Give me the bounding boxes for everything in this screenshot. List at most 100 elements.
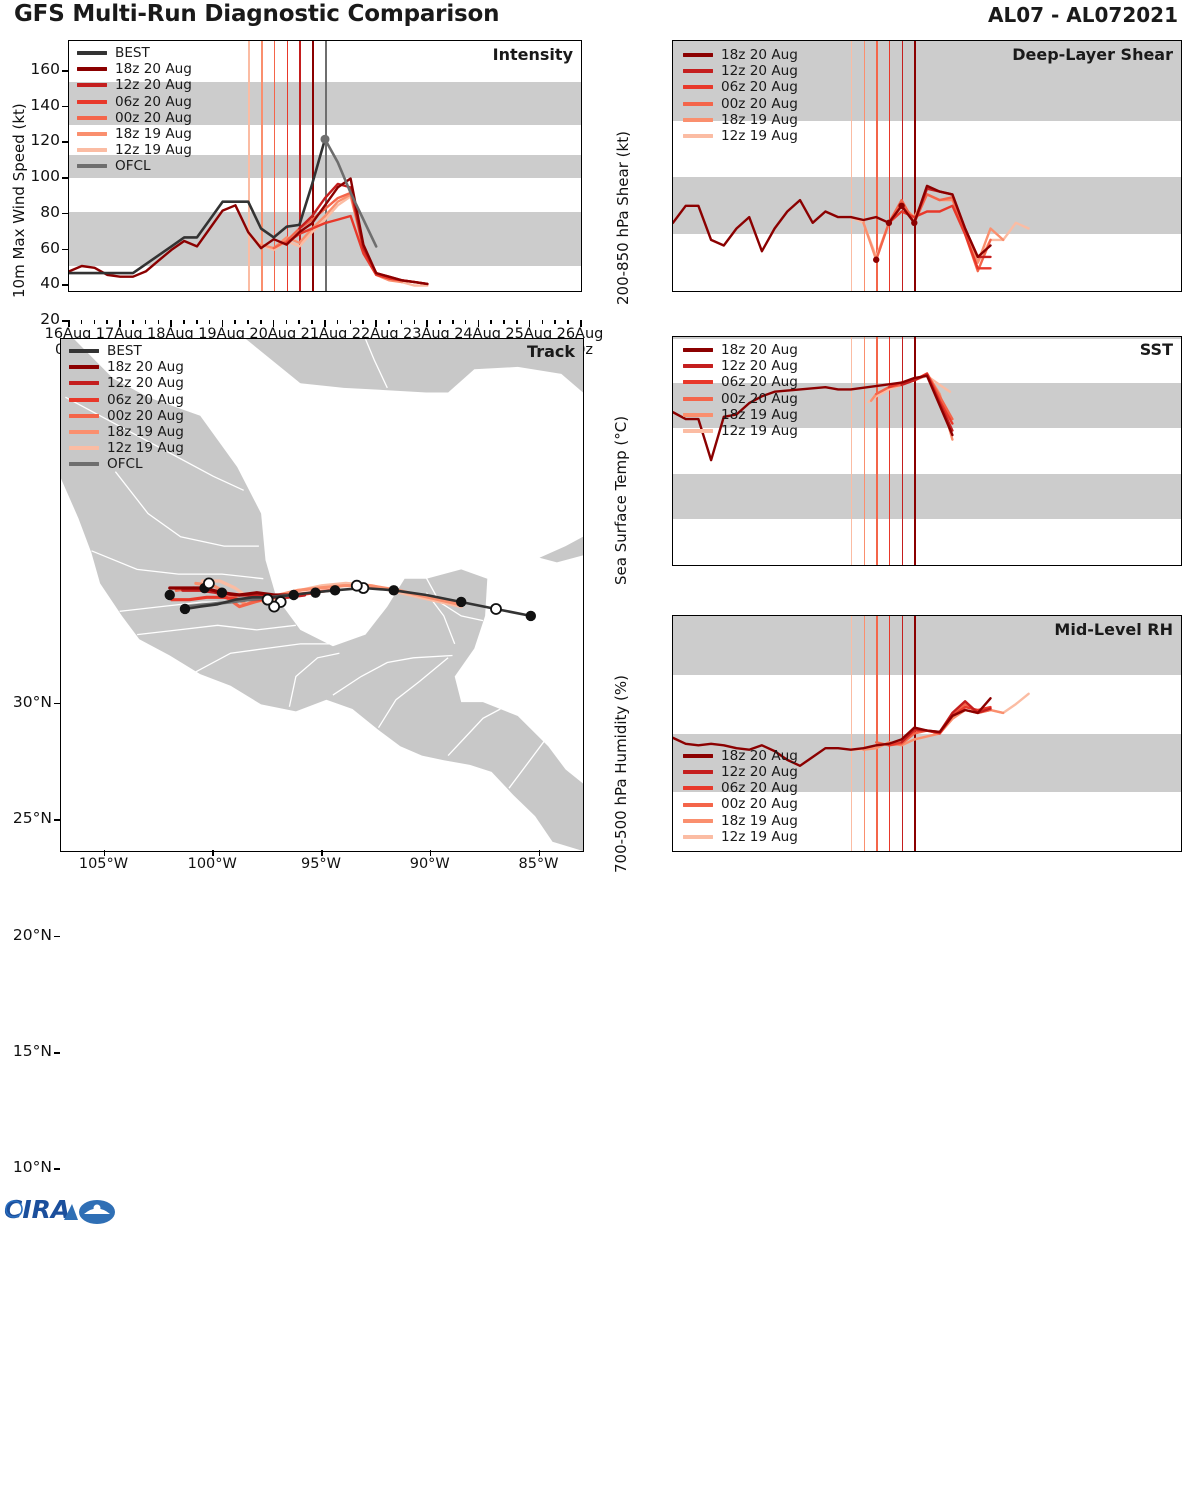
series-line-18z-20-aug (673, 184, 992, 259)
series-line-best (69, 137, 327, 275)
track-marker-filled (456, 596, 467, 608)
x-tick-mark (503, 320, 505, 324)
legend-swatch (77, 99, 107, 104)
legend-item: 18z 19 Aug (683, 813, 798, 829)
series-line-12z-20-aug (900, 373, 954, 432)
run-init-line (850, 616, 853, 851)
track-map-area[interactable]: Track BEST 18z 20 Aug 12z 20 Aug 06z 20 Aug… (60, 338, 584, 852)
figure-header: GFS Multi-Run Diagnostic Comparison AL07… (0, 0, 1200, 30)
border-line (508, 727, 562, 789)
legend-item: 12z 20 Aug (683, 358, 798, 374)
lon-tick-mark (321, 850, 323, 856)
cuba-landmass (539, 536, 583, 563)
x-tick-mark (426, 320, 428, 327)
lon-tick-label: 105°W (78, 856, 129, 872)
run-init-line (863, 41, 866, 291)
lon-tick-label: 90°W (409, 856, 450, 872)
lon-tick-mark (103, 850, 105, 856)
legend-label: 12z 19 Aug (721, 828, 798, 845)
legend-swatch (683, 770, 713, 775)
legend-swatch (77, 67, 107, 72)
legend-swatch (69, 462, 99, 467)
legend-swatch (683, 380, 713, 385)
track-marker-open (261, 593, 274, 606)
legend-label: 18z 20 Aug (115, 61, 192, 78)
lat-tick-mark (54, 1168, 60, 1170)
x-tick-mark (375, 320, 377, 327)
series-line-12z-19-aug (849, 692, 1030, 751)
legend-swatch (69, 413, 99, 418)
legend-item: 12z 19 Aug (683, 423, 798, 439)
series-line-18z-19-aug (259, 193, 403, 284)
x-tick-mark (439, 320, 441, 324)
lat-tick-label: 15°N (12, 1042, 52, 1060)
legend-item: 00z 20 Aug (683, 796, 798, 812)
x-tick-mark (260, 320, 262, 324)
legend-item: 18z 19 Aug (683, 112, 798, 128)
shear-plot-area: Deep-Layer Shear 18z 20 Aug 12z 20 Aug 06z… (672, 40, 1182, 292)
border-line (377, 657, 449, 729)
legend-item: BEST (69, 343, 184, 359)
legend-swatch (683, 753, 713, 758)
x-tick-mark (272, 320, 275, 327)
run-init-line (286, 41, 289, 291)
y-tick-mark (62, 320, 68, 322)
baja-landmass (61, 350, 127, 523)
x-tick-mark (93, 320, 96, 324)
legend-item: 12z 20 Aug (683, 63, 798, 79)
legend-swatch (683, 834, 713, 839)
lat-tick-mark (54, 819, 60, 821)
sst-legend: 18z 20 Aug 12z 20 Aug 06z 20 Aug 00z 20 Aug… (683, 342, 798, 439)
lon-tick-mark (212, 850, 214, 856)
lat-tick-label: 10°N (12, 1158, 52, 1177)
track-marker-filled (164, 589, 175, 601)
lat-tick-label: 20°N (12, 925, 52, 944)
y-tick-label: 100 (30, 167, 60, 186)
run-init-line (901, 616, 904, 851)
legend-item: 12z 19 Aug (683, 128, 798, 144)
legend-label: OFCL (115, 158, 151, 175)
legend-item: 06z 20 Aug (683, 79, 798, 95)
storm-id-label: AL07 - AL072021 (988, 3, 1178, 27)
legend-item: 18z 19 Aug (77, 126, 192, 142)
legend-label: 18z 19 Aug (721, 812, 798, 829)
run-init-line (312, 41, 314, 291)
x-tick-mark (528, 320, 531, 327)
shaded-band (673, 473, 1181, 520)
legend-swatch (69, 397, 99, 402)
track-marker-open (202, 577, 215, 590)
border-line (137, 624, 296, 636)
lon-tick-label: 85°W (518, 856, 559, 872)
x-tick-mark (170, 320, 172, 327)
run-init-line (914, 41, 916, 291)
x-tick-mark (413, 320, 416, 324)
x-tick-mark (349, 320, 352, 324)
legend-swatch (69, 381, 99, 386)
y-tick-mark (62, 248, 68, 251)
x-tick-mark (567, 320, 569, 324)
x-tick-mark (541, 320, 544, 324)
x-tick-mark (247, 320, 249, 324)
x-tick-mark (234, 320, 236, 324)
legend-item: 18z 20 Aug (683, 47, 798, 63)
border-line (447, 708, 501, 757)
x-tick-mark (324, 320, 326, 327)
x-tick-mark (68, 320, 70, 327)
legend-swatch (683, 818, 713, 823)
sst-plot-area: SST 18z 20 Aug 12z 20 Aug 06z 20 Aug 00z 20… (672, 336, 1182, 566)
run-init-line (876, 337, 878, 565)
border-line (364, 339, 388, 389)
legend-label: 12z 19 Aug (721, 127, 798, 144)
mexico-landmass (61, 339, 583, 851)
page-title: GFS Multi-Run Diagnostic Comparison (14, 1, 500, 27)
track-marker-filled (179, 603, 191, 615)
lon-tick-label: 95°W (300, 856, 342, 872)
shaded-band (673, 733, 1181, 793)
legend-label: 06z 20 Aug (721, 374, 798, 391)
legend-swatch (77, 115, 107, 120)
cira-logo: CIRA (4, 1195, 115, 1224)
sst-series-lines (673, 372, 954, 462)
landmass-shapes (61, 339, 583, 851)
legend-swatch (77, 164, 107, 169)
